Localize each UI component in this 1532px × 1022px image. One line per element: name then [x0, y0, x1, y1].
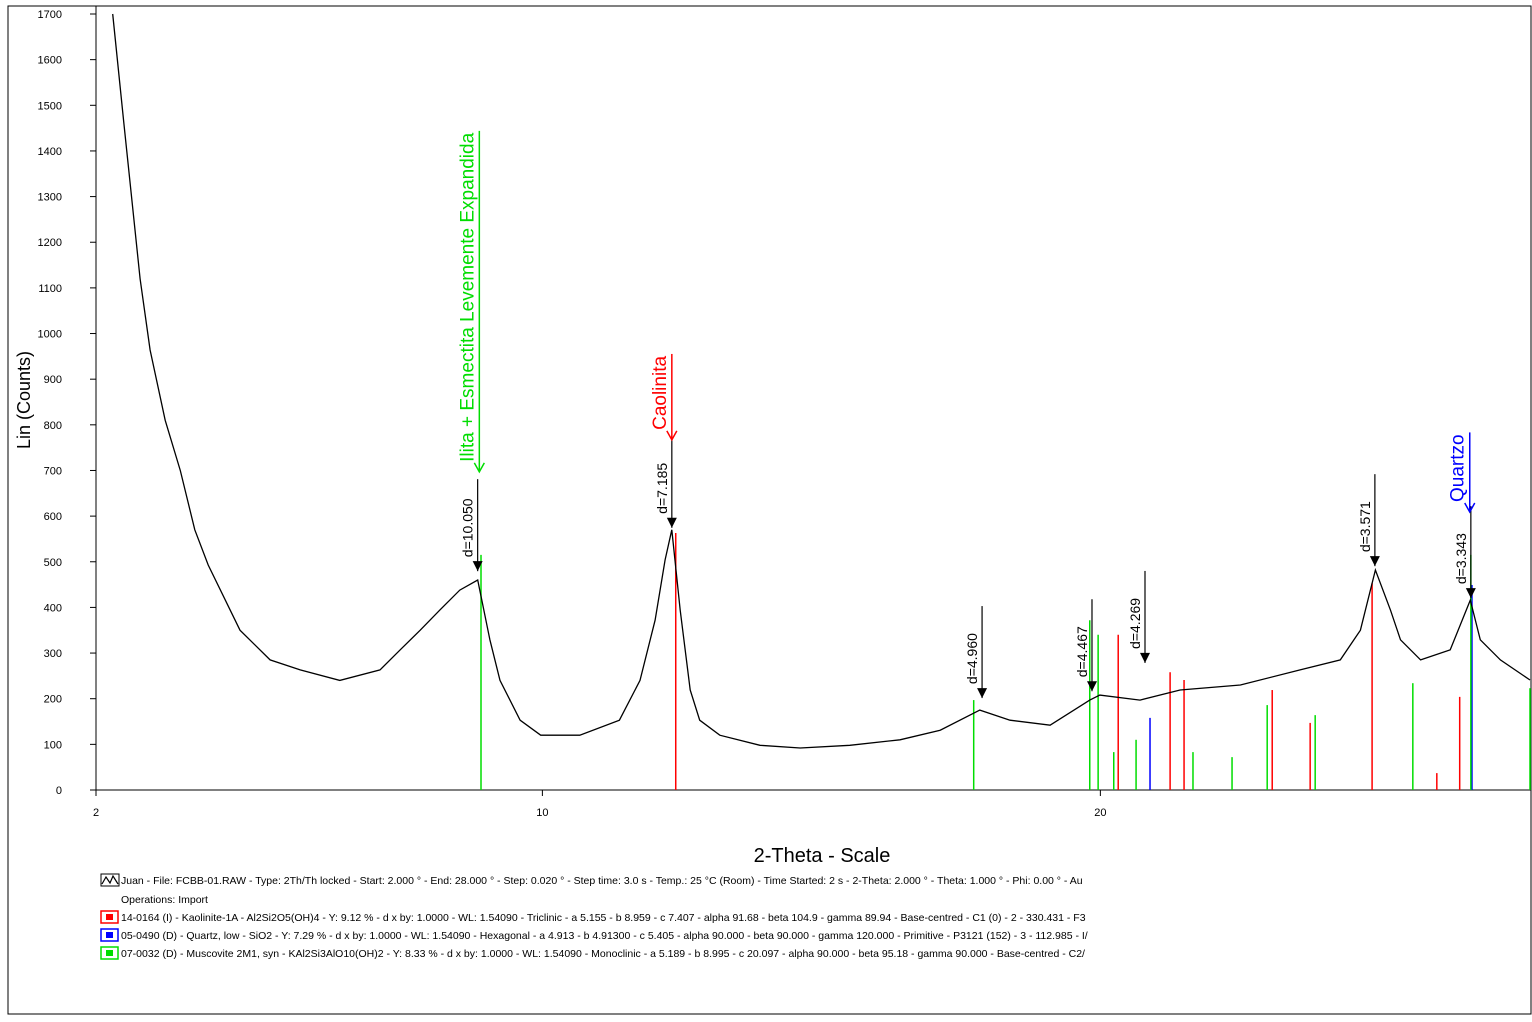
phase-arrow-head	[1464, 502, 1476, 514]
phase-label: Caolinita	[650, 356, 671, 430]
peak-label: d=4.269	[1127, 598, 1143, 649]
legend-text: Juan - File: FCBB-01.RAW - Type: 2Th/Th …	[121, 875, 1083, 887]
scan-line	[112, 13, 1531, 749]
y-tick-label: 1200	[38, 237, 62, 249]
peak-arrow-head	[977, 688, 988, 699]
y-tick-label: 300	[44, 648, 62, 660]
operations-text: Operations: Import	[121, 894, 208, 906]
phase-arrow-head	[666, 430, 678, 442]
y-tick-label: 1600	[38, 55, 62, 67]
legend-text: 14-0164 (I) - Kaolinite-1A - Al2Si2O5(OH…	[121, 912, 1086, 924]
legend-icon-wave	[101, 874, 119, 885]
x-tick-label: 20	[1094, 807, 1106, 819]
legend-icon	[100, 873, 120, 887]
y-tick-label: 900	[44, 374, 62, 386]
peak-label: d=4.960	[964, 633, 980, 684]
phase-label: Ilita + Esmectita Levemente Expandida	[457, 132, 478, 461]
peak-label: d=10.050	[460, 498, 476, 557]
y-tick-label: 1400	[38, 146, 62, 158]
y-tick-label: 0	[56, 785, 62, 797]
peak-arrow-head	[1369, 556, 1380, 567]
legend-text: 07-0032 (D) - Muscovite 2M1, syn - KAl2S…	[121, 948, 1085, 960]
frame	[7, 5, 1532, 1015]
peak-label: d=3.571	[1357, 501, 1373, 552]
y-tick-label: 100	[44, 739, 62, 751]
peak-arrow-head	[1465, 588, 1476, 599]
x-axis-title: 2-Theta - Scale	[754, 845, 891, 867]
y-tick-label: 500	[44, 557, 62, 569]
y-tick-label: 1000	[38, 329, 62, 341]
y-tick-label: 1100	[38, 283, 62, 295]
legend-icon-dot	[106, 914, 113, 920]
y-tick-label: 600	[44, 511, 62, 523]
y-tick-label: 400	[44, 602, 62, 614]
peak-arrow-head	[666, 517, 677, 528]
legend-text: 05-0490 (D) - Quartz, low - SiO2 - Y: 7.…	[121, 930, 1088, 942]
y-tick-label: 1500	[38, 100, 62, 112]
legend-icon-dot	[106, 950, 113, 956]
x-tick-label: 2	[93, 807, 99, 819]
y-axis-title: Lin (Counts)	[14, 351, 34, 449]
peak-arrow-head	[1086, 681, 1097, 692]
x-tick-label: 10	[536, 807, 548, 819]
y-tick-label: 700	[44, 465, 62, 477]
peak-label: d=4.467	[1074, 626, 1090, 677]
phase-arrow-head	[473, 462, 485, 474]
y-tick-label: 1300	[38, 192, 62, 204]
phase-label: Quartzo	[1448, 434, 1469, 502]
peak-label: d=7.185	[654, 463, 670, 514]
peak-label: d=3.343	[1453, 533, 1469, 584]
legend-icon-dot	[106, 932, 113, 938]
y-tick-label: 1700	[38, 9, 62, 21]
peak-arrow-head	[472, 561, 483, 572]
y-tick-label: 800	[44, 420, 62, 432]
peak-arrow-head	[1139, 652, 1150, 663]
y-tick-label: 200	[44, 694, 62, 706]
